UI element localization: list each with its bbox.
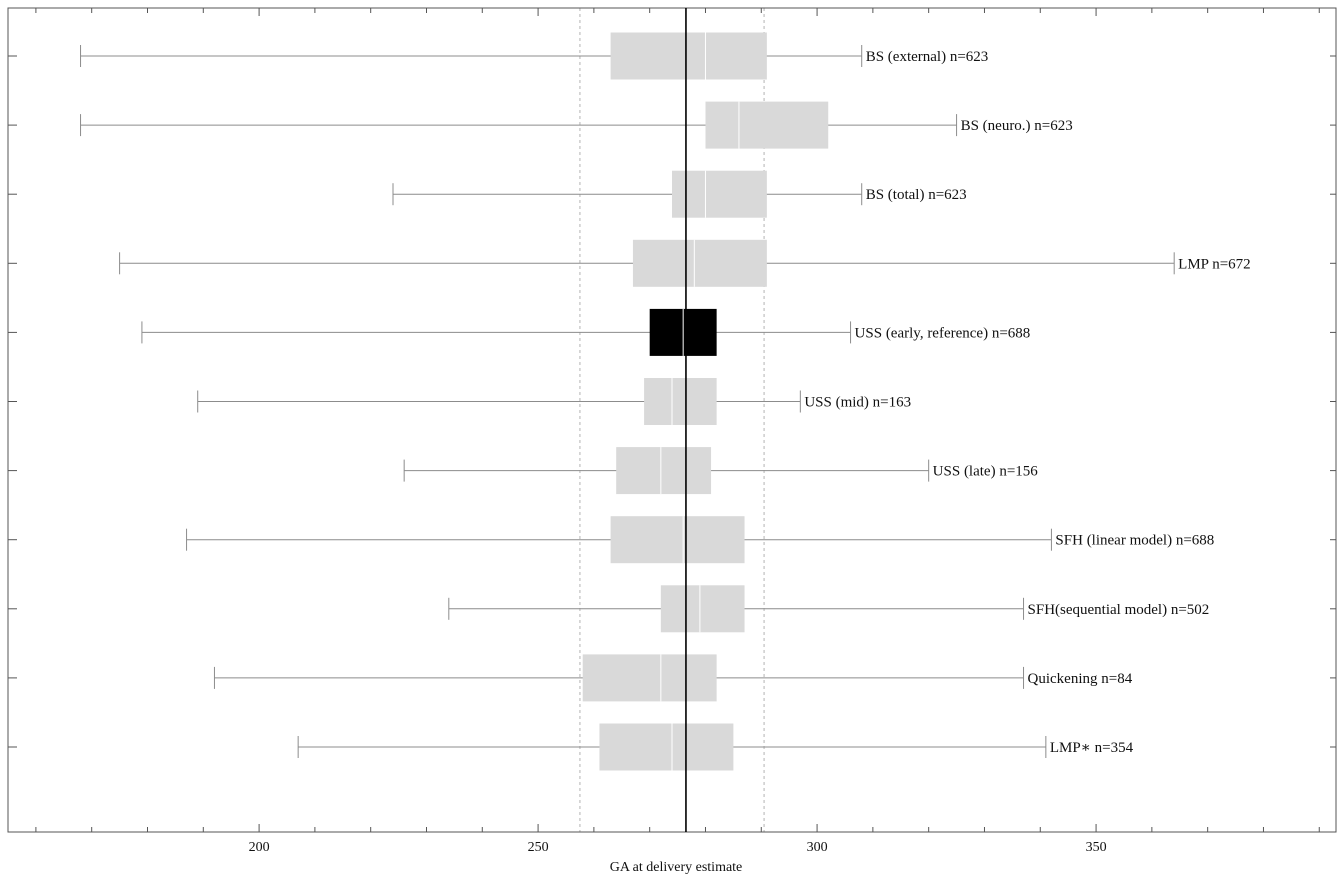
box-row: SFH (linear model) n=688 <box>8 516 1336 564</box>
row-label: USS (mid) n=163 <box>804 395 911 411</box>
plot-frame <box>7 7 1337 833</box>
box-row: SFH(sequential model) n=502 <box>8 585 1336 633</box>
row-label: USS (early, reference) n=688 <box>855 325 1031 341</box>
box-row: USS (early, reference) n=688 <box>8 308 1336 356</box>
box-row: BS (neuro.) n=623 <box>8 101 1336 149</box>
box-row: BS (external) n=623 <box>8 32 1336 80</box>
box-row: LMP n=672 <box>8 239 1336 287</box>
box-row: Quickening n=84 <box>8 654 1336 702</box>
x-tick-label: 350 <box>1086 840 1107 855</box>
iqr-box <box>616 447 712 495</box>
row-label: SFH(sequential model) n=502 <box>1028 602 1210 618</box>
reference-lines <box>579 8 765 832</box>
row-label: SFH (linear model) n=688 <box>1055 533 1214 549</box>
iqr-box <box>599 723 734 771</box>
iqr-box <box>660 585 745 633</box>
row-label: Quickening n=84 <box>1028 671 1133 687</box>
row-label: LMP∗ n=354 <box>1050 740 1134 756</box>
x-tick-label: 300 <box>807 840 828 855</box>
box-row: USS (mid) n=163 <box>8 378 1336 425</box>
row-label: BS (total) n=623 <box>866 187 967 203</box>
row-label: BS (external) n=623 <box>866 49 989 65</box>
x-axis-title: GA at delivery estimate <box>610 860 743 875</box>
axis: 200 250 300 350 <box>35 8 1320 855</box>
iqr-box <box>632 239 767 287</box>
iqr-box <box>582 654 717 702</box>
row-label: BS (neuro.) n=623 <box>961 118 1073 134</box>
iqr-box <box>644 378 717 425</box>
box-rows: BS (external) n=623 BS (neuro.) n=623 BS (… <box>8 32 1336 771</box>
box-row: BS (total) n=623 <box>8 170 1336 218</box>
iqr-box <box>705 101 829 149</box>
box-row: USS (late) n=156 <box>8 447 1336 495</box>
row-label: LMP n=672 <box>1178 256 1251 272</box>
box-row: LMP∗ n=354 <box>8 723 1336 771</box>
row-label: USS (late) n=156 <box>933 464 1039 480</box>
x-tick-label: 250 <box>528 840 549 855</box>
iqr-box <box>610 32 767 80</box>
iqr-box <box>610 516 745 564</box>
iqr-box <box>672 170 767 218</box>
x-tick-label: 200 <box>249 840 270 855</box>
